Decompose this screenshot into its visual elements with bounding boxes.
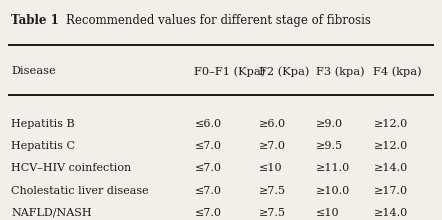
Text: F0–F1 (Kpa): F0–F1 (Kpa) (194, 66, 266, 77)
Text: ≤7.0: ≤7.0 (194, 141, 221, 151)
Text: ≥10.0: ≥10.0 (316, 186, 350, 196)
Text: ≤7.0: ≤7.0 (194, 163, 221, 173)
Text: ≥6.0: ≥6.0 (259, 119, 286, 129)
Text: NAFLD/NASH: NAFLD/NASH (11, 208, 91, 218)
Text: ≥7.5: ≥7.5 (259, 186, 286, 196)
Text: ≥14.0: ≥14.0 (373, 208, 408, 218)
Text: ≤6.0: ≤6.0 (194, 119, 221, 129)
Text: ≥9.5: ≥9.5 (316, 141, 343, 151)
Text: ≤7.0: ≤7.0 (194, 208, 221, 218)
Text: Hepatitis B: Hepatitis B (11, 119, 75, 129)
Text: ≥9.0: ≥9.0 (316, 119, 343, 129)
Text: F3 (kpa): F3 (kpa) (316, 66, 365, 77)
Text: ≥7.5: ≥7.5 (259, 208, 286, 218)
Text: HCV–HIV coinfection: HCV–HIV coinfection (11, 163, 131, 173)
Text: F2 (Kpa): F2 (Kpa) (259, 66, 309, 77)
Text: Hepatitis C: Hepatitis C (11, 141, 75, 151)
Text: ≥7.0: ≥7.0 (259, 141, 286, 151)
Text: ≥14.0: ≥14.0 (373, 163, 408, 173)
Text: ≥12.0: ≥12.0 (373, 141, 408, 151)
Text: Cholestatic liver disease: Cholestatic liver disease (11, 186, 149, 196)
Text: Recommended values for different stage of fibrosis: Recommended values for different stage o… (66, 14, 371, 27)
Text: ≥11.0: ≥11.0 (316, 163, 350, 173)
Text: ≥17.0: ≥17.0 (373, 186, 408, 196)
Text: Table 1: Table 1 (11, 14, 59, 27)
Text: ≥12.0: ≥12.0 (373, 119, 408, 129)
Text: ≤10: ≤10 (259, 163, 282, 173)
Text: ≤7.0: ≤7.0 (194, 186, 221, 196)
Text: ≤10: ≤10 (316, 208, 339, 218)
Text: Disease: Disease (11, 66, 56, 76)
Text: F4 (kpa): F4 (kpa) (373, 66, 422, 77)
